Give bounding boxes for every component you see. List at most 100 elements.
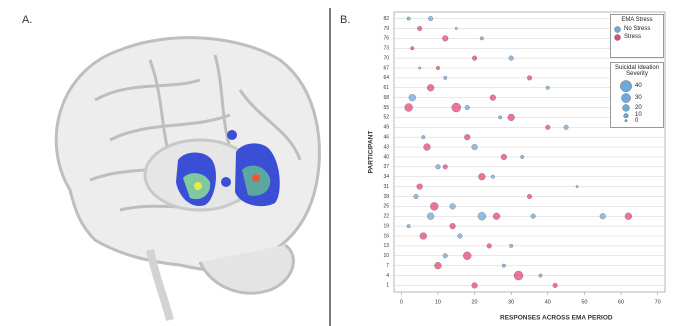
bubble — [410, 46, 415, 51]
bubble — [471, 144, 478, 151]
bubble — [478, 173, 486, 181]
size-marker — [623, 112, 629, 119]
bubble — [513, 270, 524, 281]
size-legend-item: 40 — [614, 79, 660, 92]
bubble — [434, 262, 442, 270]
y-tick-label: 46 — [383, 135, 389, 141]
legend-label: No Stress — [624, 26, 651, 32]
bubble — [427, 84, 435, 92]
x-tick-label: 30 — [508, 299, 514, 305]
y-tick-label: 28 — [383, 194, 389, 200]
size-legend-item: 20 — [614, 103, 660, 112]
bubble — [508, 55, 514, 61]
bubble — [423, 143, 431, 151]
bubble — [500, 153, 507, 160]
bubble — [501, 263, 506, 268]
bubble — [418, 66, 421, 70]
x-tick-label: 0 — [400, 299, 403, 305]
size-marker — [621, 93, 631, 103]
bubble — [563, 124, 569, 130]
bubble — [472, 55, 478, 61]
legend-label: Stress — [624, 34, 642, 40]
panel-label: A. — [22, 14, 32, 26]
size-label: 0 — [635, 118, 639, 124]
y-tick-label: 58 — [383, 95, 389, 101]
bubble — [421, 135, 426, 140]
x-tick-label: 70 — [655, 299, 661, 305]
plot-frame — [393, 11, 666, 293]
y-axis-title: PARTICIPANT — [368, 131, 375, 174]
bubble — [463, 251, 472, 260]
bubble — [489, 94, 496, 101]
x-tick-label: 20 — [472, 299, 478, 305]
bubble — [479, 36, 484, 41]
bubble — [442, 164, 448, 170]
size-swatch — [624, 119, 628, 123]
y-tick-label: 40 — [383, 154, 389, 160]
y-tick-label: 10 — [383, 253, 389, 259]
bubble — [492, 212, 501, 220]
y-tick-label: 76 — [383, 36, 389, 42]
y-tick-label: 52 — [383, 115, 389, 121]
size-legend: Suicidal Ideation Severity 40 30 20 10 0 — [610, 62, 664, 128]
y-tick-label: 70 — [383, 55, 389, 61]
bubble — [419, 232, 427, 240]
bubble — [498, 115, 503, 120]
size-swatch — [620, 79, 632, 92]
y-tick-label: 19 — [383, 223, 389, 229]
size-legend-item: 30 — [614, 92, 660, 103]
bubble — [545, 85, 550, 90]
legend-swatch — [614, 33, 621, 41]
panel-label: B. — [340, 14, 350, 26]
bubble — [527, 194, 532, 199]
y-tick-label: 7 — [386, 263, 389, 269]
bubble — [575, 185, 579, 188]
y-tick-label: 79 — [383, 26, 389, 32]
bubble — [457, 233, 463, 239]
bubble — [427, 212, 435, 220]
legend-item: No Stress — [614, 25, 660, 33]
size-marker — [622, 104, 630, 112]
y-tick-label: 61 — [383, 85, 389, 91]
x-tick-label: 60 — [618, 299, 624, 305]
bubble — [428, 16, 434, 22]
bubble — [599, 213, 606, 220]
size-label: 20 — [635, 104, 642, 111]
bubble — [527, 75, 532, 81]
size-legend-item: 0 — [614, 118, 660, 124]
legend-marker — [614, 33, 621, 41]
bubble — [545, 124, 551, 130]
bubble — [509, 243, 514, 248]
bubble — [442, 35, 449, 42]
bubble — [406, 224, 411, 229]
bubble — [442, 253, 448, 259]
bubble — [417, 26, 423, 31]
legend: EMA Stress No Stress Stress — [610, 14, 664, 58]
legend-title: EMA Stress — [621, 17, 653, 23]
bubble — [451, 102, 461, 113]
activation-blobs — [176, 130, 280, 207]
size-marker — [620, 79, 632, 92]
bubble — [624, 212, 632, 220]
bubble — [449, 223, 456, 230]
bubble — [449, 203, 456, 210]
bubble — [416, 183, 423, 190]
y-tick-label: 34 — [383, 174, 389, 180]
legend-item: Stress — [614, 33, 660, 41]
size-legend-items: 40 30 20 10 0 — [614, 79, 660, 124]
y-tick-label: 16 — [383, 233, 389, 239]
bubble — [436, 66, 440, 70]
size-label: 30 — [635, 94, 642, 101]
y-tick-label: 22 — [383, 214, 389, 220]
x-tick-label: 50 — [581, 299, 587, 305]
size-marker — [624, 119, 628, 123]
bubble — [486, 243, 492, 249]
x-tick-label: 40 — [545, 299, 551, 305]
bubble — [530, 213, 536, 219]
bubble — [464, 105, 470, 110]
legend-items: No Stress Stress — [614, 25, 660, 41]
bubble — [430, 202, 439, 211]
bubble — [404, 103, 413, 112]
